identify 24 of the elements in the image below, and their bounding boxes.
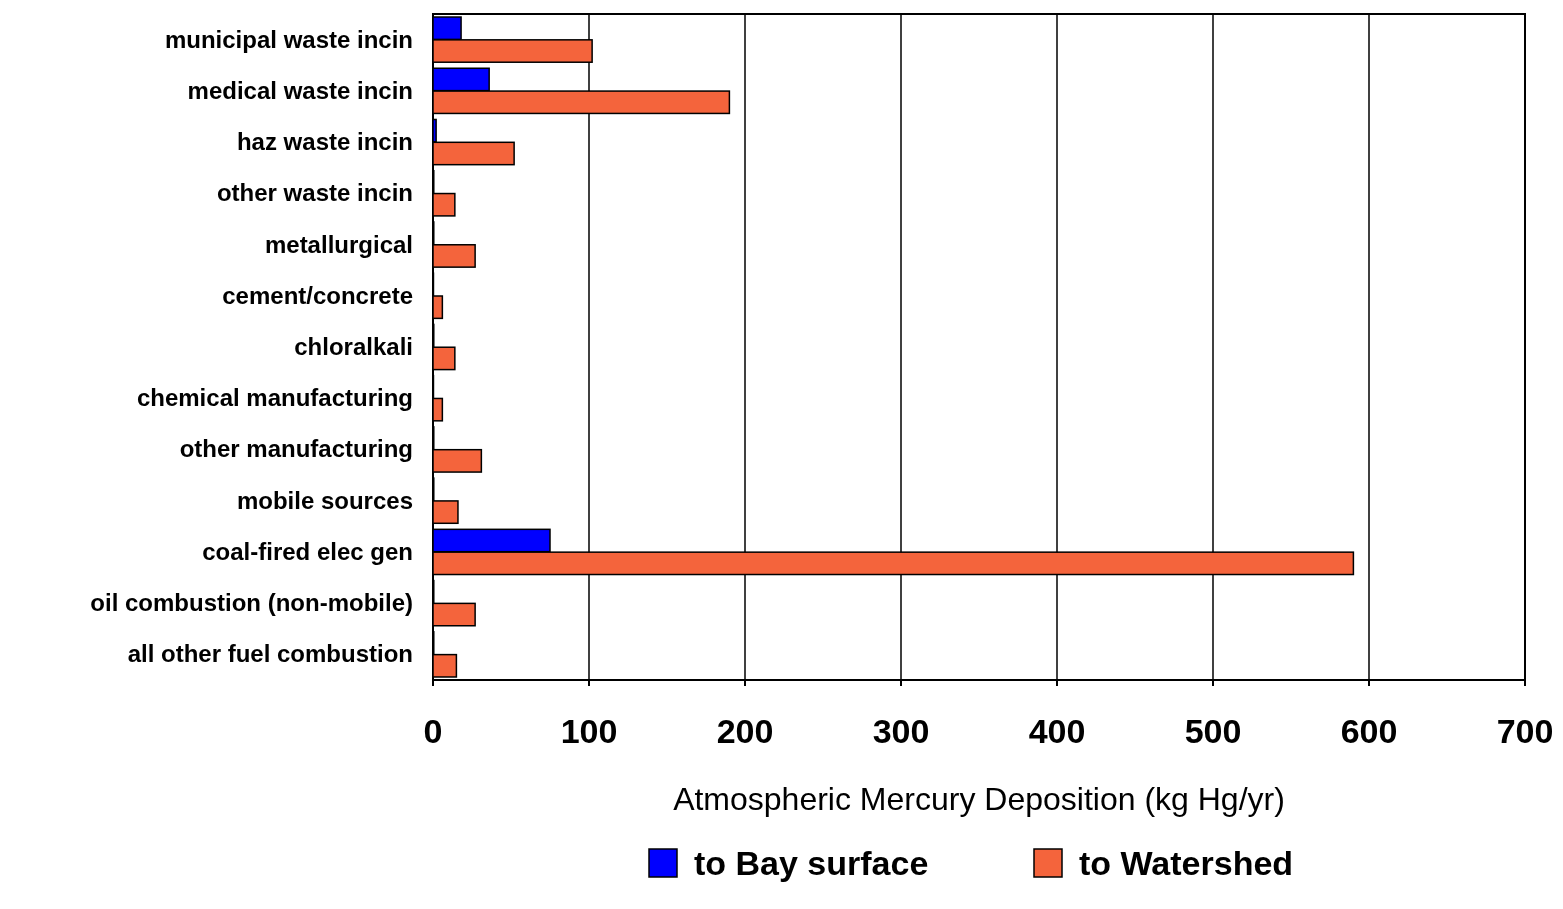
y-tick-label: other waste incin [216, 179, 413, 207]
y-tick-label: oil combustion (non-mobile) [90, 589, 413, 617]
x-tick-label: 200 [716, 712, 774, 750]
x-tick-label: 300 [872, 712, 930, 750]
y-tick-label: chloralkali [294, 333, 413, 360]
x-tick-label: 500 [1184, 712, 1242, 750]
x-tick-label: 700 [1496, 712, 1554, 750]
y-tick-label: coal-fired elec gen [202, 537, 413, 565]
y-tick-label: medical waste incin [187, 76, 413, 104]
legend-label: to Bay surface [694, 844, 929, 882]
y-tick-label: metallurgical [264, 230, 413, 258]
x-tick-label: 0 [423, 712, 443, 750]
y-tick-label: cement/concrete [222, 281, 413, 309]
y-tick-label: haz waste incin [236, 128, 413, 156]
y-tick-label: municipal waste incin [164, 25, 413, 53]
x-tick-label: 400 [1028, 712, 1086, 750]
y-tick-label: other manufacturing [179, 435, 413, 463]
y-tick-label: mobile sources [236, 486, 413, 514]
x-axis-title: Atmospheric Mercury Deposition (kg Hg/yr) [673, 781, 1285, 817]
x-tick-label: 600 [1340, 712, 1398, 750]
y-tick-label: chemical manufacturing [136, 384, 413, 412]
x-tick-label: 100 [560, 712, 618, 750]
legend-label: to Watershed [1079, 844, 1294, 882]
y-tick-label: all other fuel combustion [127, 640, 413, 668]
